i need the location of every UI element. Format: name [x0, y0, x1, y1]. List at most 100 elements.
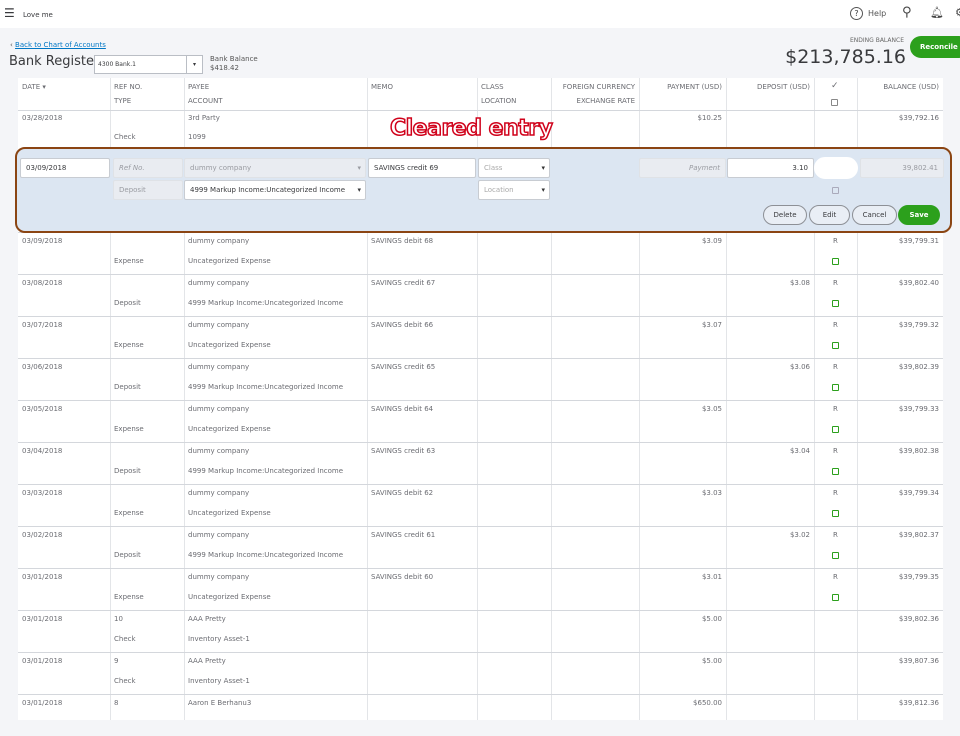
location-select[interactable]: Location ▾ [478, 180, 550, 200]
table-row[interactable]: 03/03/2018 Expense dummy company Uncategori… [18, 484, 943, 526]
cell-balance: $39,802.36 [898, 615, 939, 623]
cell-balance: $39,799.35 [898, 573, 939, 581]
copy-icon[interactable] [832, 552, 839, 559]
table-row[interactable]: 03/09/2018 Expense dummy company Uncategori… [18, 232, 943, 274]
help-link[interactable]: Help [868, 9, 887, 18]
date-input[interactable]: 03/09/2018 [20, 158, 110, 178]
table-row[interactable]: 03/04/2018 Deposit dummy company 4999 Marku… [18, 442, 943, 484]
cell-payee: dummy company [188, 279, 250, 287]
cell-payee: AAA Pretty [188, 657, 226, 665]
table-row[interactable]: 03/08/2018 Deposit dummy company 4999 Marku… [18, 274, 943, 316]
table-row[interactable]: 03/02/2018 Deposit dummy company 4999 Marku… [18, 526, 943, 568]
column-exchange-rate: EXCHANGE RATE [576, 97, 635, 105]
cell-date: 03/01/2018 [22, 657, 63, 665]
cell-type: Deposit [114, 551, 141, 559]
deposit-input[interactable]: 3.10 [727, 158, 814, 178]
cell-memo: SAVINGS debit 66 [371, 321, 434, 329]
save-button[interactable]: Save [898, 205, 940, 225]
copy-icon[interactable] [832, 510, 839, 517]
cell-payment: $5.00 [701, 615, 722, 623]
bell-icon[interactable]: 🔔︎ [930, 6, 944, 19]
back-link[interactable]: ‹ Back to Chart of Accounts [10, 41, 106, 49]
copy-icon[interactable] [832, 300, 839, 307]
cell-type: Check [114, 677, 136, 685]
column-date[interactable]: DATE ▾ [22, 83, 46, 91]
company-name: Love me [23, 11, 53, 19]
delete-button[interactable]: Delete [763, 205, 807, 225]
table-row[interactable]: 03/01/2018 8 Aaron E Berhanu3 $650.00 $39,81… [18, 694, 943, 736]
cell-memo: SAVINGS debit 62 [371, 489, 434, 497]
copy-icon[interactable] [832, 426, 839, 433]
cleared-status-toggle[interactable] [814, 157, 858, 179]
gear-icon[interactable]: ⚙ [955, 6, 960, 19]
copy-icon[interactable] [832, 468, 839, 475]
cell-deposit: $3.04 [789, 447, 810, 455]
cell-status: R [833, 489, 838, 497]
cell-date: 03/03/2018 [22, 489, 63, 497]
cell-memo: SAVINGS debit 64 [371, 405, 434, 413]
copy-icon[interactable] [832, 594, 839, 601]
chevron-down-icon: ▾ [186, 56, 202, 73]
hamburger-menu-icon[interactable]: ☰ [4, 6, 15, 20]
cell-balance: $39,802.39 [898, 363, 939, 371]
search-icon[interactable]: ⚲ [902, 5, 912, 20]
ending-balance-label: ENDING BALANCE [850, 37, 904, 44]
cell-payee: Aaron E Berhanu3 [188, 699, 252, 707]
cell-deposit: $3.08 [789, 279, 810, 287]
cell-account: 4999 Markup Income:Uncategorized Income [188, 467, 344, 475]
table-row[interactable]: 03/06/2018 Deposit dummy company 4999 Marku… [18, 358, 943, 400]
table-row[interactable]: 03/01/2018 9 Check AAA Pretty Inventory Asse… [18, 652, 943, 694]
cell-type: Deposit [114, 383, 141, 391]
cell-type: Deposit [114, 467, 141, 475]
cell-memo: SAVINGS debit 60 [371, 573, 434, 581]
column-class: CLASS [481, 83, 504, 91]
ref-no-input[interactable]: Ref No. [113, 158, 183, 178]
checkmark-icon: ✓ [831, 81, 839, 91]
account-select[interactable]: 4999 Markup Income:Uncategorized Income ▾ [184, 180, 366, 200]
payee-select[interactable]: dummy company ▾ [184, 158, 366, 178]
table-row[interactable]: 03/01/2018 Expense dummy company Uncategori… [18, 568, 943, 610]
payment-input[interactable]: Payment [639, 158, 726, 178]
cell-account: Uncategorized Expense [188, 341, 271, 349]
top-bar: ☰ Love me ? Help ⚲ 🔔︎ ⚙ [0, 0, 960, 28]
column-account: ACCOUNT [188, 97, 223, 105]
cell-payee: dummy company [188, 573, 250, 581]
cell-payee: dummy company [188, 489, 250, 497]
cell-date: 03/02/2018 [22, 531, 63, 539]
table-row[interactable]: 03/07/2018 Expense dummy company Uncategori… [18, 316, 943, 358]
copy-icon[interactable] [832, 342, 839, 349]
memo-input[interactable]: SAVINGS credit 69 [368, 158, 476, 178]
account-select[interactable]: 4300 Bank.1 ▾ [94, 55, 203, 74]
cleared-entry-annotation: Cleared entry [389, 115, 553, 142]
cell-payment: $3.01 [701, 573, 722, 581]
cancel-button[interactable]: Cancel [852, 205, 897, 225]
help-icon[interactable]: ? [850, 7, 863, 20]
reconcile-button[interactable]: Reconcile [910, 36, 960, 58]
cell-status: R [833, 363, 838, 371]
table-row[interactable]: 03/05/2018 Expense dummy company Uncategori… [18, 400, 943, 442]
cell-type: Expense [114, 341, 144, 349]
copy-icon[interactable] [832, 384, 839, 391]
cell-balance: $39,802.40 [898, 279, 939, 287]
type-field: Deposit [113, 180, 183, 200]
column-balance: BALANCE (USD) [883, 83, 939, 91]
cell-ref: 9 [114, 657, 119, 665]
cell-account: Inventory Asset-1 [188, 635, 250, 643]
balance-field: 39,802.41 [860, 158, 944, 178]
class-select[interactable]: Class ▾ [478, 158, 550, 178]
copy-icon[interactable] [832, 258, 839, 265]
table-row[interactable]: 03/28/2018 Check 3rd Party 1099 $10.25 $… [18, 110, 943, 147]
cell-date: 03/06/2018 [22, 363, 63, 371]
cell-payee: dummy company [188, 237, 250, 245]
cell-status: R [833, 531, 838, 539]
edit-button[interactable]: Edit [809, 205, 850, 225]
page-title: Bank Register [9, 54, 100, 69]
copy-icon[interactable] [832, 187, 839, 194]
table-row[interactable]: 03/01/2018 10 Check AAA Pretty Inventory Ass… [18, 610, 943, 652]
cell-status: R [833, 237, 838, 245]
cell-balance: $39,812.36 [898, 699, 939, 707]
cell-balance: $39,799.31 [898, 237, 939, 245]
cell-memo: SAVINGS debit 68 [371, 237, 434, 245]
column-payment: PAYMENT (USD) [667, 83, 722, 91]
copy-icon [831, 99, 838, 106]
